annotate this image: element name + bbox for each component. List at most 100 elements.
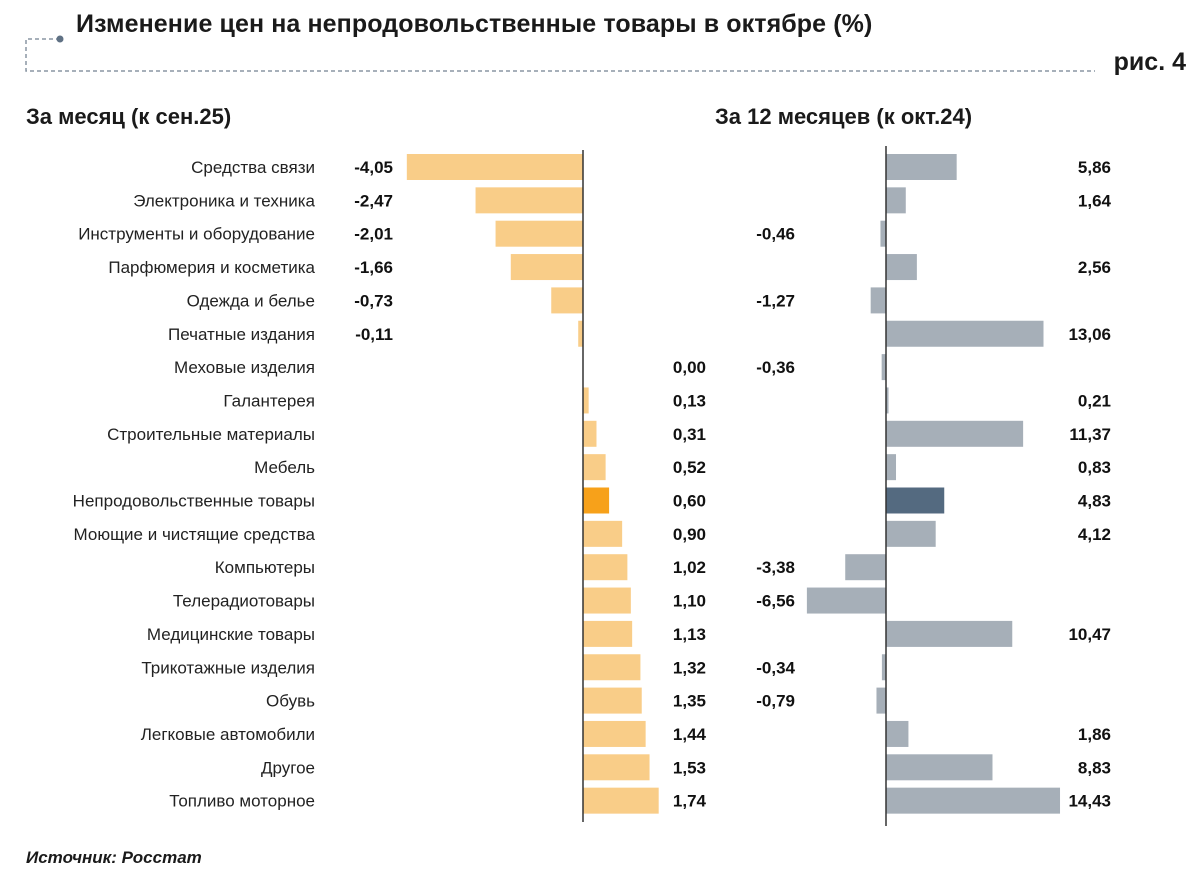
month-value-label: -0,11 [355, 325, 393, 344]
month-value-label: 0,13 [673, 391, 706, 410]
year-value-label: 8,83 [1078, 758, 1111, 777]
category-label: Телерадиотовары [173, 592, 315, 611]
month-value-label: -4,05 [354, 158, 393, 177]
year-bar [886, 154, 957, 180]
month-value-label: 1,02 [673, 558, 706, 577]
month-bar [583, 454, 606, 481]
month-value-label: 1,74 [673, 792, 707, 811]
year-bar [886, 454, 897, 481]
year-value-label: -6,56 [756, 592, 795, 611]
month-value-label: -1,66 [354, 258, 393, 277]
source-note: Источник: Росстат [26, 848, 202, 867]
month-bar [583, 520, 623, 547]
year-value-label: 11,37 [1069, 425, 1111, 444]
year-bar [886, 420, 1024, 447]
year-value-label: 13,06 [1068, 325, 1111, 344]
month-value-label: 1,32 [673, 658, 706, 677]
month-value-label: 0,90 [673, 525, 706, 544]
year-value-label: 10,47 [1068, 625, 1111, 644]
category-label: Печатные издания [168, 325, 315, 344]
year-bar [881, 354, 886, 381]
year-value-label: 4,83 [1078, 492, 1111, 511]
month-bar [406, 154, 583, 180]
month-value-label: -0,73 [354, 291, 393, 310]
year-value-label: 0,83 [1078, 458, 1111, 477]
year-bar [886, 187, 906, 214]
month-bar [583, 387, 589, 414]
month-value-label: 1,44 [673, 725, 707, 744]
chart-title: Изменение цен на непродовольственные тов… [76, 10, 873, 38]
month-bar [583, 587, 631, 614]
year-bar [881, 654, 886, 681]
year-chart: 5,86 1,64 -0,46 2,56 -1,27 13,06 -0,36 0,21 11,3… [756, 146, 1112, 826]
category-label: Легковые автомобили [141, 725, 315, 744]
month-value-label: -2,47 [354, 191, 393, 210]
category-label: Обувь [266, 692, 315, 711]
month-value-label: 1,35 [673, 692, 706, 711]
category-label: Моющие и чистящие средства [74, 525, 316, 544]
category-label: Галантерея [223, 391, 315, 410]
year-value-label: -1,27 [756, 291, 795, 310]
month-bar [583, 654, 641, 681]
year-bar [870, 287, 886, 314]
month-bar [510, 254, 583, 281]
category-label: Средства связи [191, 158, 315, 177]
month-bar [583, 787, 659, 814]
figure-label: рис. 4 [1113, 48, 1186, 76]
category-label: Медицинские товары [147, 625, 315, 644]
month-value-label: 1,13 [673, 625, 706, 644]
year-value-label: 1,64 [1078, 191, 1112, 210]
year-value-label: 0,21 [1078, 391, 1111, 410]
year-bar [886, 320, 1044, 347]
year-value-label: 5,86 [1078, 158, 1111, 177]
month-bar [583, 420, 597, 447]
category-label: Парфюмерия и косметика [108, 258, 315, 277]
year-value-label: 2,56 [1078, 258, 1111, 277]
category-label: Компьютеры [215, 558, 315, 577]
year-value-label: 14,43 [1068, 792, 1111, 811]
year-value-label: -0,79 [756, 692, 795, 711]
year-bar [886, 720, 909, 747]
month-chart-title: За месяц (к сен.25) [26, 104, 232, 129]
category-label: Трикотажные изделия [141, 658, 315, 677]
month-bar [583, 687, 642, 714]
year-value-label: -0,36 [756, 358, 795, 377]
year-value-label: -0,46 [756, 225, 795, 244]
year-value-label: 4,12 [1078, 525, 1111, 544]
year-value-label: -3,38 [756, 558, 795, 577]
month-value-label: 0,60 [673, 492, 706, 511]
year-bar [886, 387, 889, 414]
month-value-label: 0,52 [673, 458, 706, 477]
category-label: Электроника и техника [133, 191, 315, 210]
month-bar [583, 720, 646, 747]
year-bar [886, 754, 993, 781]
month-value-label: -2,01 [354, 225, 393, 244]
month-value-label: 0,31 [673, 425, 706, 444]
month-value-label: 1,53 [673, 758, 706, 777]
category-label: Меховые изделия [174, 358, 315, 377]
month-value-label: 0,00 [673, 358, 706, 377]
month-bar [583, 754, 650, 781]
year-bar [845, 554, 886, 581]
year-bar [886, 620, 1013, 647]
month-value-label: 1,10 [673, 592, 706, 611]
category-label: Строительные материалы [107, 425, 315, 444]
month-bar [578, 320, 583, 347]
month-bar [551, 287, 583, 314]
year-value-label: 1,86 [1078, 725, 1111, 744]
year-bar [886, 254, 917, 281]
year-bar [880, 220, 886, 247]
category-label: Инструменты и оборудование [78, 225, 315, 244]
month-bar [475, 187, 583, 214]
year-bar [876, 687, 886, 714]
category-label: Мебель [254, 458, 315, 477]
year-chart-title: За 12 месяцев (к окт.24) [715, 104, 973, 129]
month-bar [495, 220, 583, 247]
month-bar [583, 554, 628, 581]
year-bar [886, 487, 945, 514]
category-label: Другое [261, 758, 315, 777]
month-bar [583, 487, 610, 514]
month-chart: Средства связи -4,05 Электроника и техника… [73, 150, 707, 822]
year-bar [806, 587, 886, 614]
